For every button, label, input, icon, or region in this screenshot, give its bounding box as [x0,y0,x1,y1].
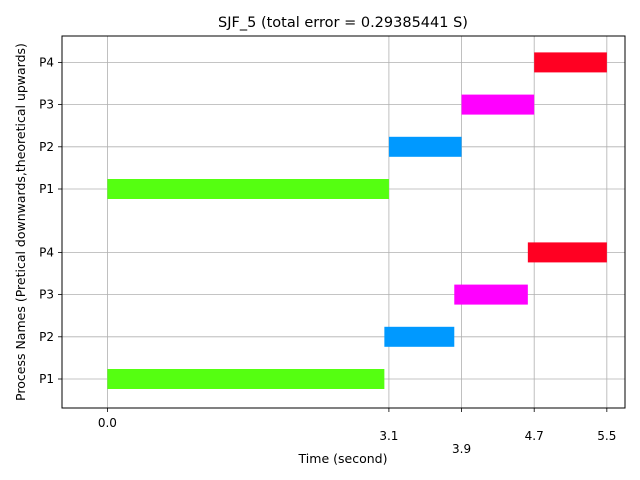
y-tick-label: P4 [39,245,54,259]
y-tick-label: P3 [39,288,54,302]
y-tick-label: P2 [39,140,54,154]
bar-practical-p1 [107,369,385,389]
bar-theoretical-p4 [534,52,607,73]
x-tick-label: 5.5 [597,429,616,443]
bar-layer [107,52,607,389]
x-tick-label: 0.0 [98,416,117,430]
chart-title: SJF_5 (total error = 0.29385441 S) [218,15,468,31]
bar-practical-p2 [384,326,455,347]
bar-practical-p3 [454,284,528,305]
tick-layer: P1 P2 P3 P4 P1 P2 P3 P4 0.0 3.1 3.9 4.7 5.5 [39,55,616,456]
x-tick-label: 3.1 [379,429,398,443]
y-tick-label: P1 [39,372,54,386]
bar-theoretical-p3 [461,94,535,115]
x-tick-label: 3.9 [452,442,471,456]
bar-theoretical-p2 [388,136,462,157]
x-axis-label: Time (second) [298,451,388,466]
y-tick-label: P1 [39,182,54,196]
bar-practical-p4 [527,242,607,263]
y-axis-label: Process Names (Pretical downwards,theore… [13,43,28,401]
grid-layer [62,36,625,408]
y-tick-label: P3 [39,98,54,112]
x-tick-label: 4.7 [525,429,544,443]
y-tick-label: P2 [39,330,54,344]
plot-frame [61,35,626,409]
y-tick-label: P4 [39,55,54,69]
bar-theoretical-p1 [107,179,389,199]
